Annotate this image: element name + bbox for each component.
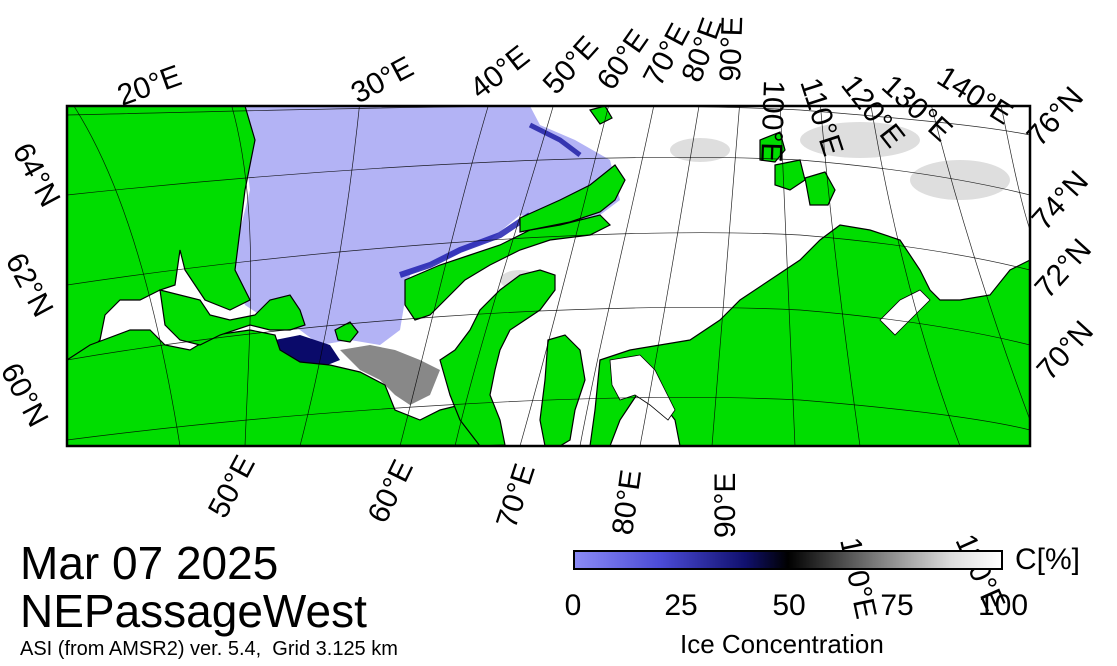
bottom-longitude-label: 100°E [833, 535, 882, 622]
colorbar-tick: 0 [564, 589, 582, 622]
land-kolguyev-island [334, 321, 359, 343]
top-longitude-label: 100°E [754, 80, 790, 163]
map-frame [65, 104, 1032, 448]
bottom-longitude-label: 50°E [202, 450, 262, 523]
product-description: ASI (from AMSR2) ver. 5.4, Grid 3.125 km [20, 638, 398, 660]
left-latitude-label: 64°N [6, 138, 67, 213]
colorbar-title: Ice Concentration [680, 629, 884, 659]
land-pechora-coast [404, 214, 612, 321]
land-severnaya-zemlya-south [774, 159, 806, 191]
ice-gulf-khatanga [879, 289, 931, 336]
right-latitude-labels: 76°N74°N72°N70°N [1021, 81, 1100, 387]
colorbar-unit: C[%] [1015, 543, 1081, 576]
ice-patch-mixed [340, 345, 440, 405]
right-latitude-label: 70°N [1031, 315, 1100, 387]
land-severnaya-zemlya [759, 131, 786, 163]
top-longitude-label: 90°E [714, 16, 749, 83]
left-latitude-label: 62°N [0, 248, 59, 323]
region-name: NEPassageWest [20, 585, 367, 637]
land-scandinavia [67, 106, 256, 361]
graticule-meridians [73, 106, 1030, 446]
top-longitude-label: 30°E [346, 50, 419, 110]
bottom-longitude-label: 60°E [362, 455, 420, 528]
ice-texture [500, 122, 1010, 290]
colorbar-tick: 100 [977, 589, 1029, 622]
bottom-longitude-label: 80°E [606, 468, 648, 537]
right-latitude-label: 74°N [1026, 165, 1095, 237]
land-yamal [539, 334, 586, 446]
land-masses [67, 106, 1030, 446]
open-water-barents-sea [235, 106, 620, 345]
ice-edge-white-sea [399, 212, 532, 278]
top-longitude-label: 50°E [537, 30, 605, 101]
left-latitude-labels: 64°N 62°N 60°N [0, 138, 66, 433]
left-latitude-label: 60°N [0, 358, 54, 433]
colorbar-tick: 50 [772, 589, 806, 622]
top-longitude-label: 20°E [113, 59, 186, 112]
land-novaya-zemlya [519, 164, 626, 233]
colorbar-tick: 25 [664, 589, 698, 622]
ice-edge-low-concentration [528, 122, 582, 157]
colorbar-tick: 75 [880, 589, 914, 622]
map-date: Mar 07 2025 [20, 537, 279, 589]
right-latitude-label: 72°N [1029, 233, 1098, 305]
land-taymyr-mainland [589, 224, 1030, 446]
colorbar [573, 550, 1003, 570]
ice-gulf-yenisei [609, 354, 676, 421]
top-longitude-label: 40°E [464, 39, 536, 105]
bottom-longitude-label: 70°E [490, 460, 542, 532]
bottom-longitude-label: 90°E [709, 473, 742, 538]
land-karelia [159, 289, 306, 346]
land-franz-josef-island [589, 106, 613, 125]
